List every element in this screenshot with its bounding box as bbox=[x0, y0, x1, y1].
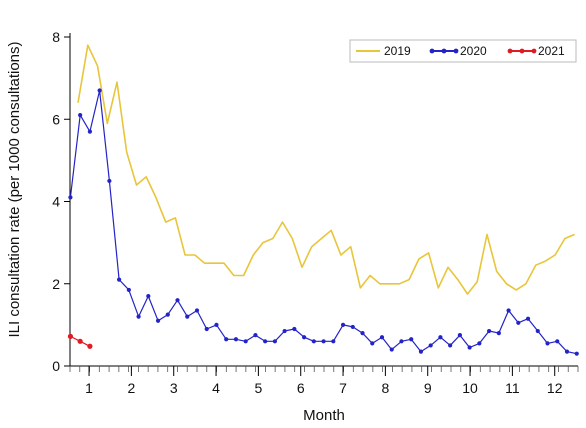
data-point-2020 bbox=[175, 298, 180, 303]
legend: 2019 2020 2021 bbox=[349, 39, 577, 63]
data-point-2020 bbox=[253, 333, 258, 338]
data-point-2020 bbox=[214, 322, 219, 327]
data-point-2020 bbox=[545, 341, 550, 346]
data-point-2020 bbox=[525, 316, 531, 321]
data-point-2020 bbox=[243, 339, 248, 344]
x-tick-label: 3 bbox=[170, 380, 178, 396]
data-point-2020 bbox=[428, 343, 433, 348]
data-point-2020 bbox=[350, 324, 355, 330]
data-point-2020 bbox=[574, 351, 579, 356]
data-point-2020 bbox=[97, 88, 102, 93]
data-point-2020 bbox=[487, 328, 492, 334]
series-layer bbox=[67, 44, 579, 356]
series-line-2019 bbox=[77, 44, 575, 295]
legend-marker-2020 bbox=[453, 48, 459, 54]
y-axis-title: ILI consultation rate (per 1000 consulta… bbox=[6, 41, 23, 337]
x-tick-label: 8 bbox=[381, 380, 389, 396]
y-tick-label: 0 bbox=[52, 358, 60, 374]
y-tick-label: 8 bbox=[52, 29, 60, 45]
data-point-2020 bbox=[282, 328, 287, 334]
data-point-2020 bbox=[224, 337, 229, 342]
y-tick-label: 4 bbox=[52, 194, 60, 210]
legend-marker-2021 bbox=[507, 48, 513, 54]
data-point-2020 bbox=[78, 113, 83, 118]
data-point-2020 bbox=[136, 314, 141, 319]
x-tick-label: 9 bbox=[424, 380, 432, 396]
x-tick-label: 1 bbox=[85, 380, 93, 396]
data-point-2020 bbox=[409, 337, 414, 342]
data-point-2020 bbox=[379, 335, 385, 340]
data-point-2020 bbox=[321, 339, 326, 344]
data-point-2020 bbox=[204, 326, 209, 332]
data-point-2021 bbox=[67, 333, 74, 339]
x-tick-label: 10 bbox=[462, 380, 478, 396]
x-axis-title: Month bbox=[303, 407, 345, 424]
series-2019 bbox=[77, 44, 575, 295]
data-point-2020 bbox=[263, 339, 268, 344]
legend-label-2021: 2021 bbox=[538, 44, 565, 58]
legend-marker-2020 bbox=[429, 48, 435, 54]
data-point-2020 bbox=[438, 335, 443, 340]
data-point-2020 bbox=[272, 339, 277, 344]
x-tick-label: 7 bbox=[339, 380, 347, 396]
data-point-2020 bbox=[146, 293, 151, 299]
data-point-2020 bbox=[165, 312, 170, 317]
data-point-2020 bbox=[126, 287, 131, 293]
data-point-2020 bbox=[555, 339, 560, 344]
data-point-2020 bbox=[87, 129, 92, 134]
x-tick-label: 6 bbox=[297, 380, 305, 396]
data-point-2020 bbox=[535, 328, 540, 334]
legend-marker-2021 bbox=[519, 48, 525, 54]
x-tick-label: 12 bbox=[547, 380, 563, 396]
data-point-2020 bbox=[155, 318, 161, 323]
data-point-2021 bbox=[77, 338, 83, 344]
data-point-2020 bbox=[360, 331, 365, 336]
data-point-2020 bbox=[233, 337, 239, 342]
data-point-2020 bbox=[340, 322, 346, 327]
data-point-2020 bbox=[399, 339, 404, 344]
series-2020 bbox=[68, 88, 579, 356]
data-point-2020 bbox=[477, 341, 482, 346]
legend-marker-2021 bbox=[531, 48, 537, 54]
data-point-2020 bbox=[389, 347, 394, 352]
series-2021 bbox=[67, 333, 93, 349]
legend-box bbox=[349, 39, 577, 63]
data-point-2020 bbox=[506, 308, 511, 313]
data-point-2020 bbox=[467, 345, 472, 350]
data-point-2020 bbox=[311, 339, 316, 344]
series-line-2020 bbox=[69, 89, 577, 355]
legend-label-2020: 2020 bbox=[460, 44, 487, 58]
data-point-2020 bbox=[68, 195, 73, 200]
data-point-2020 bbox=[457, 333, 462, 338]
data-point-2020 bbox=[418, 349, 424, 354]
data-point-2021 bbox=[87, 343, 93, 349]
data-point-2020 bbox=[302, 335, 307, 340]
data-point-2020 bbox=[564, 349, 570, 354]
y-tick-label: 6 bbox=[52, 111, 60, 127]
data-point-2020 bbox=[194, 308, 200, 313]
x-tick-label: 5 bbox=[254, 380, 262, 396]
data-point-2020 bbox=[107, 178, 112, 184]
data-point-2020 bbox=[370, 341, 375, 346]
x-tick-label: 2 bbox=[127, 380, 135, 396]
x-tick-label: 4 bbox=[212, 380, 220, 396]
legend-marker-2020 bbox=[441, 48, 447, 54]
data-point-2020 bbox=[516, 320, 521, 325]
y-tick-label: 2 bbox=[52, 276, 60, 292]
x-tick-label: 11 bbox=[505, 380, 520, 396]
data-point-2020 bbox=[448, 343, 453, 348]
data-point-2020 bbox=[496, 331, 501, 336]
data-point-2020 bbox=[331, 339, 336, 344]
data-point-2020 bbox=[117, 277, 122, 282]
data-point-2020 bbox=[185, 314, 190, 319]
legend-label-2019: 2019 bbox=[384, 44, 411, 58]
data-point-2020 bbox=[292, 326, 297, 332]
